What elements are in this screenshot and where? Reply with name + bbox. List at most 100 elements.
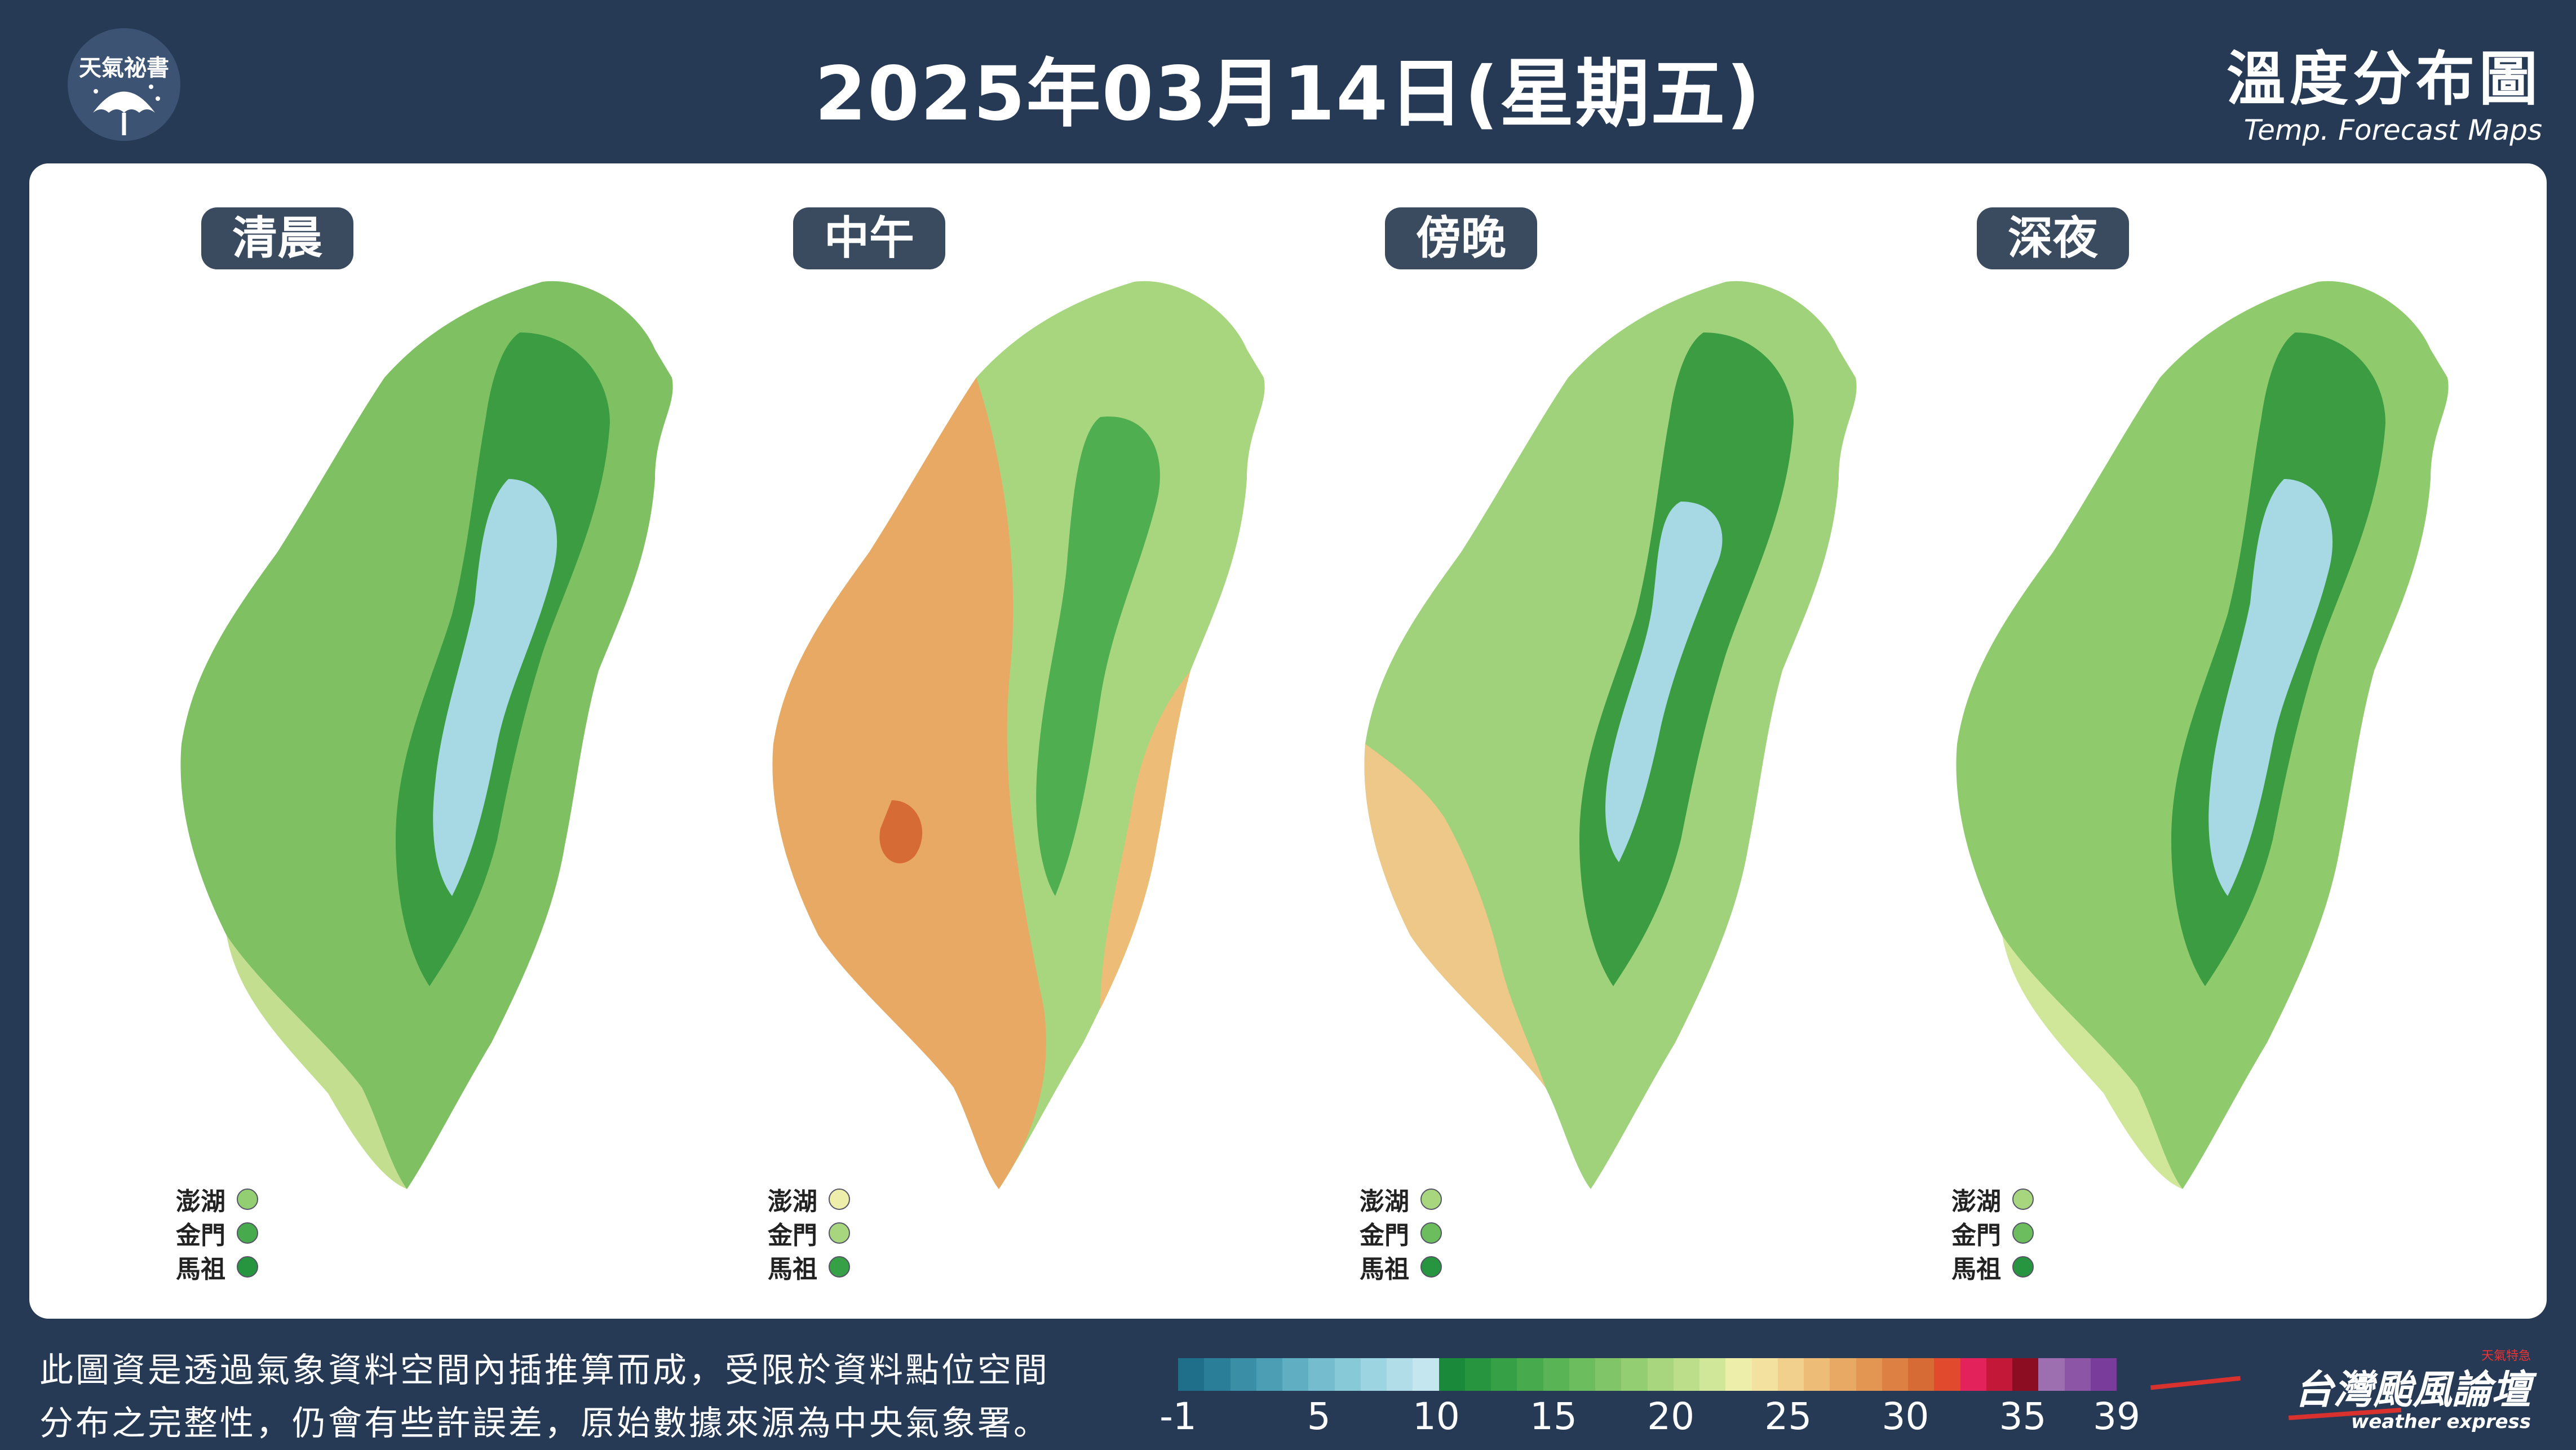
time-label: 傍晚: [1385, 207, 1537, 269]
legend-swatch: [2064, 1358, 2091, 1391]
legend-tick-label: 30: [1882, 1395, 1929, 1438]
outlying-islands: 澎湖 金門 馬祖: [1360, 1183, 1442, 1285]
legend-swatch: [1178, 1358, 1205, 1391]
legend-tick-label: 35: [1999, 1395, 2047, 1438]
temp-dot: [2012, 1256, 2034, 1278]
note-line-2: 分布之完整性，仍會有些許誤差，原始數據來源為中央氣象署。: [39, 1404, 1050, 1443]
legend-swatch: [1334, 1358, 1361, 1391]
disclaimer-note: 此圖資是透過氣象資料空間內插推算而成，受限於資料點位空間 分布之完整性，仍會有些…: [39, 1344, 1050, 1450]
taiwan-temperature-map: [772, 281, 1265, 1189]
island-kinmen: 金門: [176, 1217, 258, 1250]
legend-swatch: [2090, 1358, 2117, 1391]
legend-swatch: [1699, 1358, 1726, 1391]
island-matsu: 馬祖: [1951, 1251, 2034, 1284]
taiwan-temperature-map: [1364, 281, 1857, 1189]
title-zh: 溫度分布圖: [2226, 45, 2542, 113]
legend-tick-label: -1: [1159, 1395, 1197, 1438]
legend-swatch: [1908, 1358, 1935, 1391]
legend-tick-label: 15: [1530, 1395, 1577, 1438]
outlying-islands: 澎湖 金門 馬祖: [768, 1183, 850, 1285]
legend-swatch: [1230, 1358, 1256, 1391]
island-matsu: 馬祖: [176, 1251, 258, 1284]
date-title: 2025年03月14日(星期五): [815, 51, 1761, 138]
legend-swatch: [1569, 1358, 1595, 1391]
title-en: Temp. Forecast Maps: [2243, 114, 2542, 147]
temp-dot: [2012, 1189, 2034, 1210]
island-kinmen: 金門: [1951, 1217, 2034, 1250]
brand-logo: 天氣特急 台灣颱風論壇 weather express: [2294, 1349, 2531, 1433]
legend-swatch: [1595, 1358, 1622, 1391]
brand-subtitle: weather express: [2351, 1411, 2531, 1433]
outlying-islands: 澎湖 金門 馬祖: [1951, 1183, 2034, 1285]
legend-swatch: [1882, 1358, 1908, 1391]
legend-swatch: [1673, 1358, 1699, 1391]
legend-tick-label: 39: [2093, 1395, 2140, 1438]
temp-dot: [237, 1189, 258, 1210]
logo-text: 天氣祕書: [79, 55, 169, 81]
legend-swatch: [1856, 1358, 1882, 1391]
taiwan-temperature-map: [180, 281, 673, 1189]
taiwan-temperature-map: [1956, 281, 2449, 1189]
temp-dot: [237, 1222, 258, 1244]
map-late-night: 深夜 澎湖 金門 馬祖: [1889, 163, 2509, 1319]
time-label: 清晨: [201, 207, 353, 269]
island-matsu: 馬祖: [1360, 1251, 1442, 1284]
brand-stripe: [2150, 1376, 2241, 1390]
legend-swatch: [1543, 1358, 1569, 1391]
island-penghu: 澎湖: [176, 1183, 258, 1216]
legend-swatch: [2012, 1358, 2039, 1391]
outlying-islands: 澎湖 金門 馬祖: [176, 1183, 258, 1285]
time-label: 中午: [793, 207, 945, 269]
map-early-morning: 清晨 澎湖 金門 馬祖: [114, 163, 734, 1319]
map-noon: 中午 澎湖 金門 馬祖: [706, 163, 1326, 1319]
temp-dot: [1420, 1189, 1442, 1210]
legend-swatch: [1647, 1358, 1674, 1391]
umbrella-icon: [93, 85, 160, 135]
time-label: 深夜: [1977, 207, 2129, 269]
legend-swatch: [1439, 1358, 1465, 1391]
legend-swatch: [1387, 1358, 1413, 1391]
island-matsu: 馬祖: [768, 1251, 850, 1284]
legend-swatch: [1491, 1358, 1517, 1391]
legend-swatch: [1830, 1358, 1856, 1391]
legend-swatch: [1308, 1358, 1335, 1391]
legend-swatch: [1204, 1358, 1231, 1391]
legend-swatch: [1804, 1358, 1830, 1391]
legend-tick-label: 5: [1307, 1395, 1331, 1438]
legend-swatch: [1413, 1358, 1439, 1391]
temp-dot: [1420, 1222, 1442, 1244]
legend-swatch: [1777, 1358, 1804, 1391]
island-kinmen: 金門: [1360, 1217, 1442, 1250]
legend-tick-label: 20: [1647, 1395, 1695, 1438]
temp-dot: [829, 1222, 850, 1244]
temp-dot: [237, 1256, 258, 1278]
map-evening: 傍晚 澎湖 金門 馬祖: [1298, 163, 1918, 1319]
legend-swatch: [2038, 1358, 2065, 1391]
brand-tag: 天氣特急: [2481, 1349, 2531, 1363]
legend-swatch: [1360, 1358, 1387, 1391]
temp-dot: [829, 1256, 850, 1278]
logo: 天氣祕書: [68, 28, 180, 141]
map-panel: 清晨 澎湖 金門 馬祖 中午 澎湖 金門 馬祖 傍晚: [29, 163, 2547, 1319]
legend-tick-label: 25: [1764, 1395, 1812, 1438]
note-line-1: 此圖資是透過氣象資料空間內插推算而成，受限於資料點位空間: [39, 1351, 1050, 1390]
island-penghu: 澎湖: [768, 1183, 850, 1216]
temp-dot: [1420, 1256, 1442, 1278]
island-kinmen: 金門: [768, 1217, 850, 1250]
legend-swatch: [1282, 1358, 1309, 1391]
legend-swatch: [1934, 1358, 1960, 1391]
legend-swatch: [1986, 1358, 2012, 1391]
legend-swatch: [1725, 1358, 1752, 1391]
temp-dot: [2012, 1222, 2034, 1244]
legend-swatch: [1517, 1358, 1543, 1391]
legend-swatch: [1464, 1358, 1491, 1391]
temp-dot: [829, 1189, 850, 1210]
legend-swatch: [1621, 1358, 1648, 1391]
legend-swatch: [1256, 1358, 1282, 1391]
brand-name: 台灣颱風論壇: [2294, 1367, 2531, 1413]
island-penghu: 澎湖: [1951, 1183, 2034, 1216]
legend-swatch: [1751, 1358, 1778, 1391]
island-penghu: 澎湖: [1360, 1183, 1442, 1216]
temperature-color-bar: [1178, 1358, 2117, 1391]
legend-swatch: [1960, 1358, 1986, 1391]
